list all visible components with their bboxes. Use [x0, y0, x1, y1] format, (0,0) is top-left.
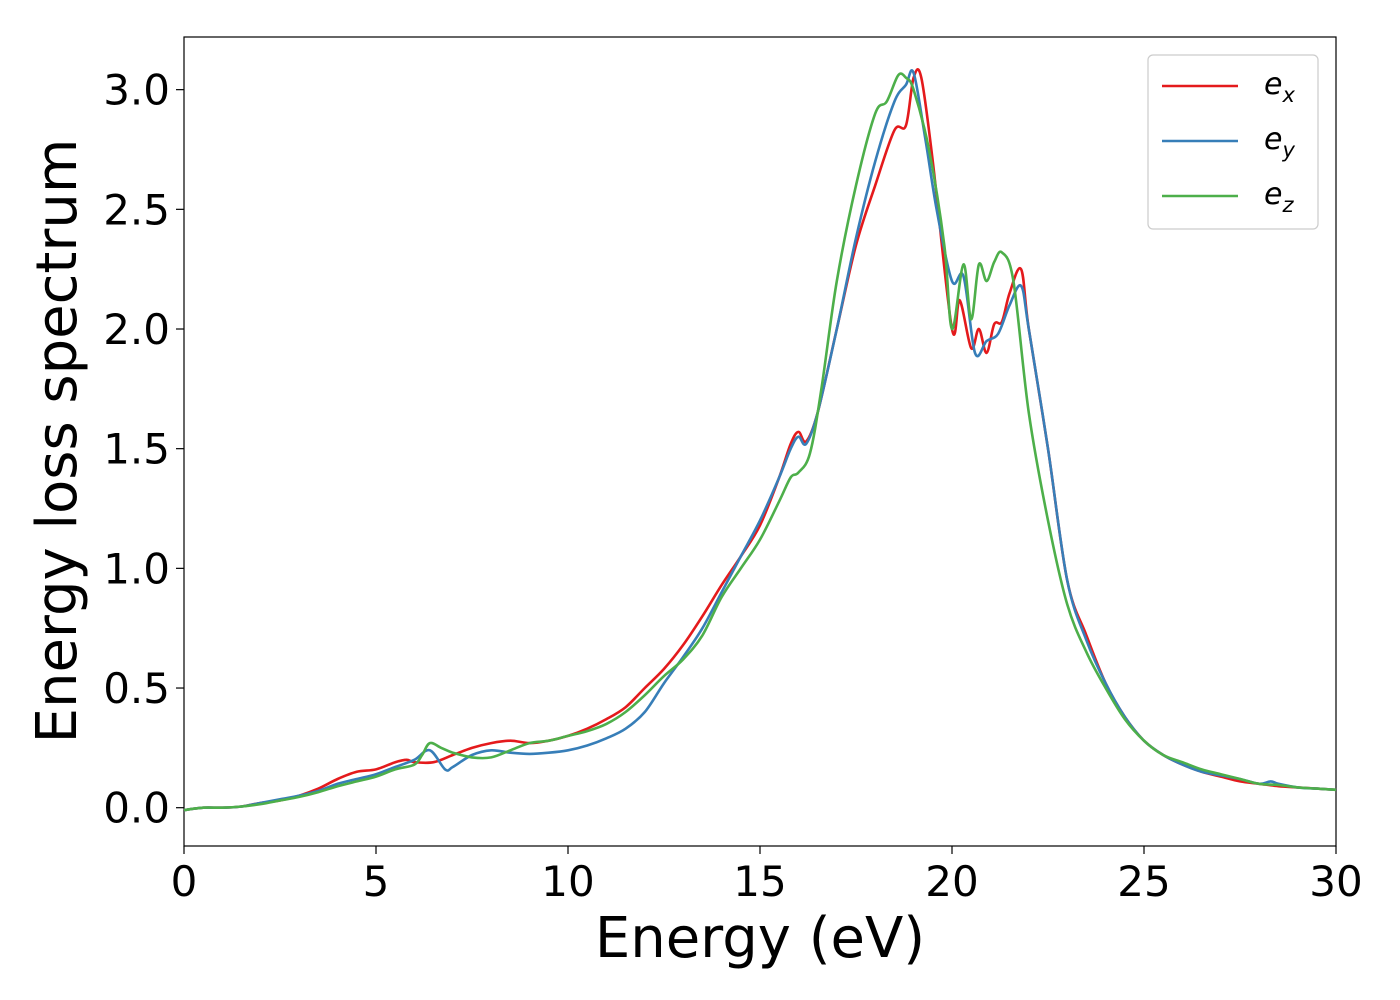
- y-tick-label: 2.0: [103, 305, 170, 354]
- y-axis-ticks: 0.0 0.5 1.0 1.5 2.0 2.5 3.0: [103, 66, 184, 833]
- x-tick-label: 25: [1117, 857, 1170, 906]
- y-tick-label: 1.0: [103, 544, 170, 593]
- x-axis-ticks: 0 5 10 15 20 25 30: [171, 846, 1363, 906]
- legend-label-ey: ey: [1264, 122, 1295, 162]
- x-tick-label: 10: [541, 857, 594, 906]
- y-tick-label: 1.5: [103, 425, 170, 474]
- y-tick-label: 2.5: [103, 185, 170, 234]
- x-axis-title: Energy (eV): [595, 906, 925, 971]
- y-tick-label: 3.0: [103, 66, 170, 115]
- x-tick-label: 30: [1309, 857, 1362, 906]
- x-tick-label: 15: [733, 857, 786, 906]
- series-line-ez: [183, 72, 1337, 812]
- series-layer: [183, 68, 1337, 812]
- legend-label-ex: ex: [1264, 67, 1295, 107]
- y-tick-label: 0.0: [103, 784, 170, 833]
- legend: ex ey ez: [1147, 54, 1319, 230]
- legend-label-ez: ez: [1264, 177, 1294, 217]
- x-tick-label: 20: [925, 857, 978, 906]
- legend-entries: ex ey ez: [1162, 67, 1295, 217]
- y-tick-label: 0.5: [103, 664, 170, 713]
- x-tick-label: 0: [171, 857, 198, 906]
- y-axis-title: Energy loss spectrum: [25, 139, 90, 744]
- x-tick-label: 5: [363, 857, 390, 906]
